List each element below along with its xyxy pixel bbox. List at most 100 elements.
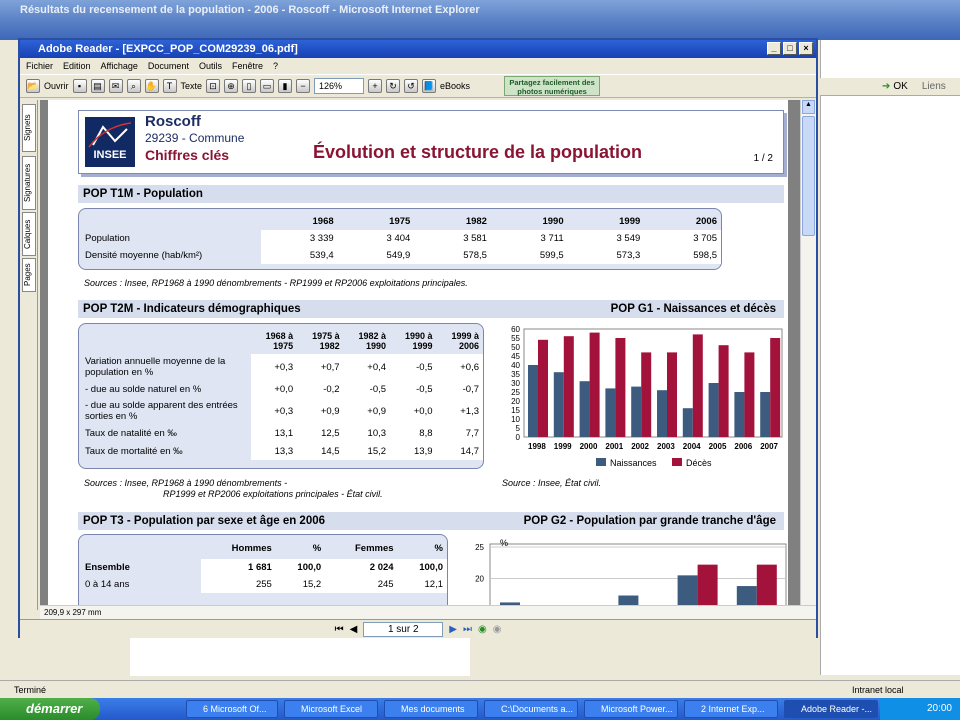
first-page-icon[interactable]: ⏮ bbox=[334, 623, 344, 635]
page-number-field[interactable]: 1 sur 2 bbox=[363, 621, 444, 637]
taskbar-powerpoint[interactable]: Microsoft Power... bbox=[584, 700, 678, 718]
t1-year: 1968 bbox=[312, 216, 334, 227]
go-arrow-icon[interactable]: ➔ bbox=[882, 81, 891, 92]
g1-bar-naissances bbox=[708, 383, 719, 437]
zoom-plus-icon[interactable]: + bbox=[368, 79, 383, 93]
links-label[interactable]: Liens bbox=[921, 81, 946, 92]
g2-title: POP G2 - Population par grande tranche d… bbox=[523, 515, 776, 527]
zoom-field[interactable]: 126% bbox=[314, 78, 365, 94]
t1-year: 1975 bbox=[389, 216, 411, 227]
minimize-button[interactable]: _ bbox=[767, 42, 781, 55]
maximize-button[interactable]: □ bbox=[783, 42, 797, 55]
cell-value: 7,7 bbox=[436, 424, 483, 442]
taskbar-office[interactable]: 6 Microsoft Of... bbox=[186, 700, 278, 718]
t2-source-2: RP1999 et RP2006 exploitations principal… bbox=[163, 489, 383, 499]
text-tool-button[interactable]: Texte bbox=[180, 81, 203, 91]
g1-bar-naissances bbox=[657, 390, 667, 437]
menu-item-1[interactable]: Edition bbox=[63, 61, 91, 71]
fit-page-icon[interactable]: ▭ bbox=[260, 79, 275, 93]
g1-bar-deces bbox=[667, 352, 677, 437]
search-icon[interactable]: ⌕ bbox=[126, 79, 141, 93]
cell-value: 3 339 bbox=[261, 230, 338, 247]
cell-value: 578,5 bbox=[414, 247, 491, 264]
menu-item-0[interactable]: Fichier bbox=[26, 61, 54, 71]
cell-value: 3 581 bbox=[414, 230, 491, 247]
adobe-title: Adobe Reader - [EXPCC_POP_COM29239_06.pd… bbox=[38, 43, 298, 55]
t2-period: 1990 à 1999 bbox=[404, 331, 433, 351]
scroll-up-icon[interactable]: ▲ bbox=[802, 100, 815, 114]
tab-signatures[interactable]: Signatures bbox=[22, 156, 36, 210]
email-icon[interactable]: ✉ bbox=[108, 79, 123, 93]
horizontal-scrollbar[interactable]: 209,9 x 297 mm bbox=[40, 605, 816, 619]
next-page-icon[interactable]: ▶ bbox=[449, 623, 457, 635]
last-page-icon[interactable]: ⏭ bbox=[462, 623, 472, 635]
g1-xtick: 2002 bbox=[631, 442, 649, 451]
text-select-icon[interactable]: T bbox=[162, 79, 177, 93]
cell-value: +0,0 bbox=[250, 380, 298, 398]
g1-xtick: 2004 bbox=[683, 442, 701, 451]
zoom-out-icon[interactable]: − bbox=[296, 79, 311, 93]
g1-xtick: 2001 bbox=[605, 442, 623, 451]
row-label: Densité moyenne (hab/km²) bbox=[85, 250, 203, 261]
g2-plot-area bbox=[489, 543, 787, 605]
go-button[interactable]: OK bbox=[893, 81, 908, 92]
g1-xtick: 2006 bbox=[734, 442, 752, 451]
actual-size-icon[interactable]: ▯ bbox=[242, 79, 257, 93]
row-label: Taux de natalité en ‰ bbox=[85, 427, 177, 439]
taskbar-documents[interactable]: Mes documents bbox=[384, 700, 478, 718]
fit-width-icon[interactable]: ▮ bbox=[278, 79, 293, 93]
scroll-thumb[interactable] bbox=[802, 116, 815, 236]
tab-pages[interactable]: Pages bbox=[22, 258, 36, 292]
page-navigation: ⏮ ◀ 1 sur 2 ▶ ⏭ ◉ ◉ bbox=[20, 619, 816, 638]
g1-legend-label: Naissances bbox=[610, 458, 657, 468]
taskbar-ie[interactable]: 2 Internet Exp... bbox=[684, 700, 778, 718]
vertical-scrollbar[interactable]: ▲ bbox=[800, 100, 816, 605]
cell-value: 100,0 bbox=[275, 559, 326, 576]
g1-legend-swatch bbox=[672, 458, 682, 466]
rotate-icon[interactable]: ↻ bbox=[386, 79, 401, 93]
tab-calques[interactable]: Calques bbox=[22, 212, 36, 256]
menu-item-2[interactable]: Affichage bbox=[100, 61, 138, 71]
cell-value: 1 681 bbox=[201, 559, 276, 576]
ebooks-icon[interactable]: 📘 bbox=[422, 79, 437, 93]
promo-banner[interactable]: Partagez facilement des photos numérique… bbox=[504, 76, 601, 96]
taskbar-excel[interactable]: Microsoft Excel bbox=[284, 700, 378, 718]
back-icon[interactable]: ◉ bbox=[477, 623, 487, 635]
cell-value: +0,7 bbox=[297, 354, 344, 380]
background-chart-fragment bbox=[130, 636, 470, 676]
zone-text: Intranet local bbox=[852, 684, 904, 695]
t3-header: Hommes bbox=[231, 542, 272, 554]
rotate-ccw-icon[interactable]: ↺ bbox=[404, 79, 419, 93]
g1-bar-naissances bbox=[553, 372, 564, 437]
forward-icon[interactable]: ◉ bbox=[492, 623, 502, 635]
tab-signets[interactable]: Signets bbox=[22, 104, 36, 152]
taskbar: démarrer 6 Microsoft Of... Microsoft Exc… bbox=[0, 698, 960, 720]
open-button[interactable]: Ouvrir bbox=[44, 81, 69, 91]
menu-item-3[interactable]: Document bbox=[147, 61, 189, 71]
table-row: Taux de natalité en ‰ 13,1 12,5 10,3 8,8 7,7 bbox=[81, 424, 483, 442]
menu-item-4[interactable]: Outils bbox=[198, 61, 222, 71]
menu-item-5[interactable]: Fenêtre bbox=[231, 61, 263, 71]
hand-tool-icon[interactable]: ✋ bbox=[144, 79, 159, 93]
taskbar-adobe[interactable]: Adobe Reader -... bbox=[784, 700, 878, 718]
close-button[interactable]: × bbox=[799, 42, 813, 55]
open-icon[interactable]: 📂 bbox=[26, 79, 40, 93]
g1-ytick: 30 bbox=[511, 379, 520, 388]
start-button[interactable]: démarrer bbox=[0, 698, 100, 720]
g1-ytick: 60 bbox=[511, 325, 520, 334]
cell-value: 549,9 bbox=[337, 247, 415, 264]
ebooks-button[interactable]: eBooks bbox=[440, 81, 471, 91]
zoom-in-icon[interactable]: ⊕ bbox=[224, 79, 239, 93]
g1-ytick: 40 bbox=[511, 361, 520, 370]
print-icon[interactable]: ▤ bbox=[90, 79, 105, 93]
taskbar-folder[interactable]: C:\Documents a... bbox=[484, 700, 578, 718]
t3-header: % bbox=[312, 542, 322, 554]
snapshot-icon[interactable]: ⊡ bbox=[206, 79, 221, 93]
menu-item-6[interactable]: ? bbox=[273, 61, 279, 71]
document-area[interactable]: INSEE Roscoff 29239 - Commune Chiffres c… bbox=[40, 100, 800, 605]
page-size-label: 209,9 x 297 mm bbox=[44, 608, 102, 617]
prev-page-icon[interactable]: ◀ bbox=[349, 623, 358, 635]
row-label: Ensemble bbox=[85, 562, 130, 573]
save-icon[interactable]: ▪ bbox=[72, 79, 87, 93]
g1-ytick: 55 bbox=[511, 334, 520, 343]
